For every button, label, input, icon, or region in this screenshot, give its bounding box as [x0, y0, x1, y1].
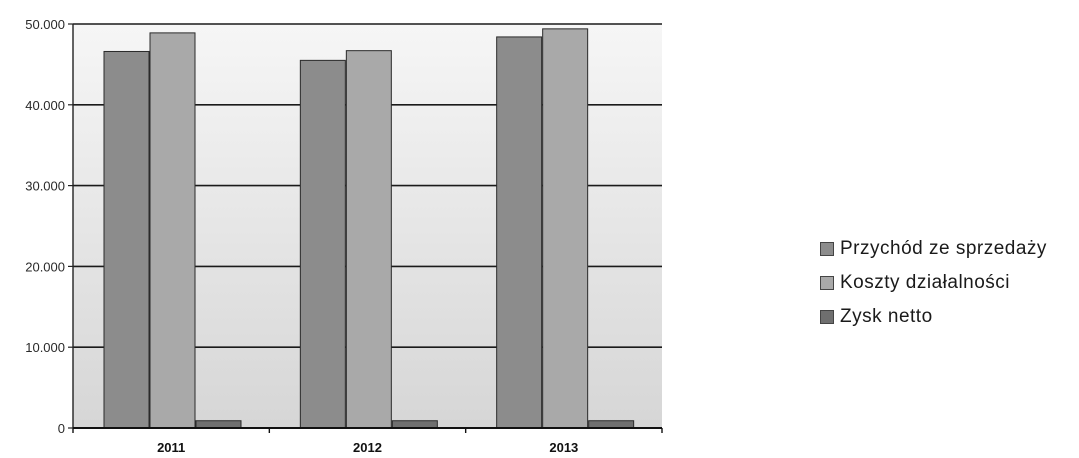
legend-item-przychod: Przychód ze sprzedaży	[820, 232, 1047, 266]
bar	[149, 32, 196, 429]
bar	[195, 420, 242, 429]
legend-swatch	[820, 276, 834, 290]
x-tick-label: 2013	[549, 440, 578, 455]
bar	[391, 420, 438, 429]
legend-item-zysk: Zysk netto	[820, 300, 1047, 334]
bars	[103, 28, 635, 429]
legend-label: Koszty działalności	[840, 272, 1011, 293]
bar	[299, 59, 346, 429]
bar	[542, 28, 589, 429]
axes	[72, 24, 663, 433]
legend-swatch	[820, 310, 834, 324]
y-tick-label: 0	[58, 421, 65, 436]
bar	[496, 36, 543, 429]
legend-label: Zysk netto	[840, 306, 933, 327]
legend-label: Przychód ze sprzedaży	[840, 238, 1047, 259]
y-tick-labels: 0 10.000 20.000 30.000 40.000 50.000	[25, 17, 73, 436]
x-tick-label: 2012	[353, 440, 382, 455]
y-tick-label: 10.000	[25, 340, 65, 355]
bar	[103, 50, 150, 429]
legend: Przychód ze sprzedaży Koszty działalnośc…	[820, 232, 1047, 334]
y-tick-label: 30.000	[25, 179, 65, 194]
bar	[345, 50, 392, 429]
x-tick-labels: 2011 2012 2013	[157, 440, 578, 455]
y-tick-label: 40.000	[25, 98, 65, 113]
y-tick-label: 50.000	[25, 17, 65, 32]
y-tick-label: 20.000	[25, 259, 65, 274]
bar	[588, 420, 635, 429]
x-tick-label: 2011	[157, 440, 185, 455]
legend-swatch	[820, 242, 834, 256]
legend-item-koszty: Koszty działalności	[820, 266, 1047, 300]
